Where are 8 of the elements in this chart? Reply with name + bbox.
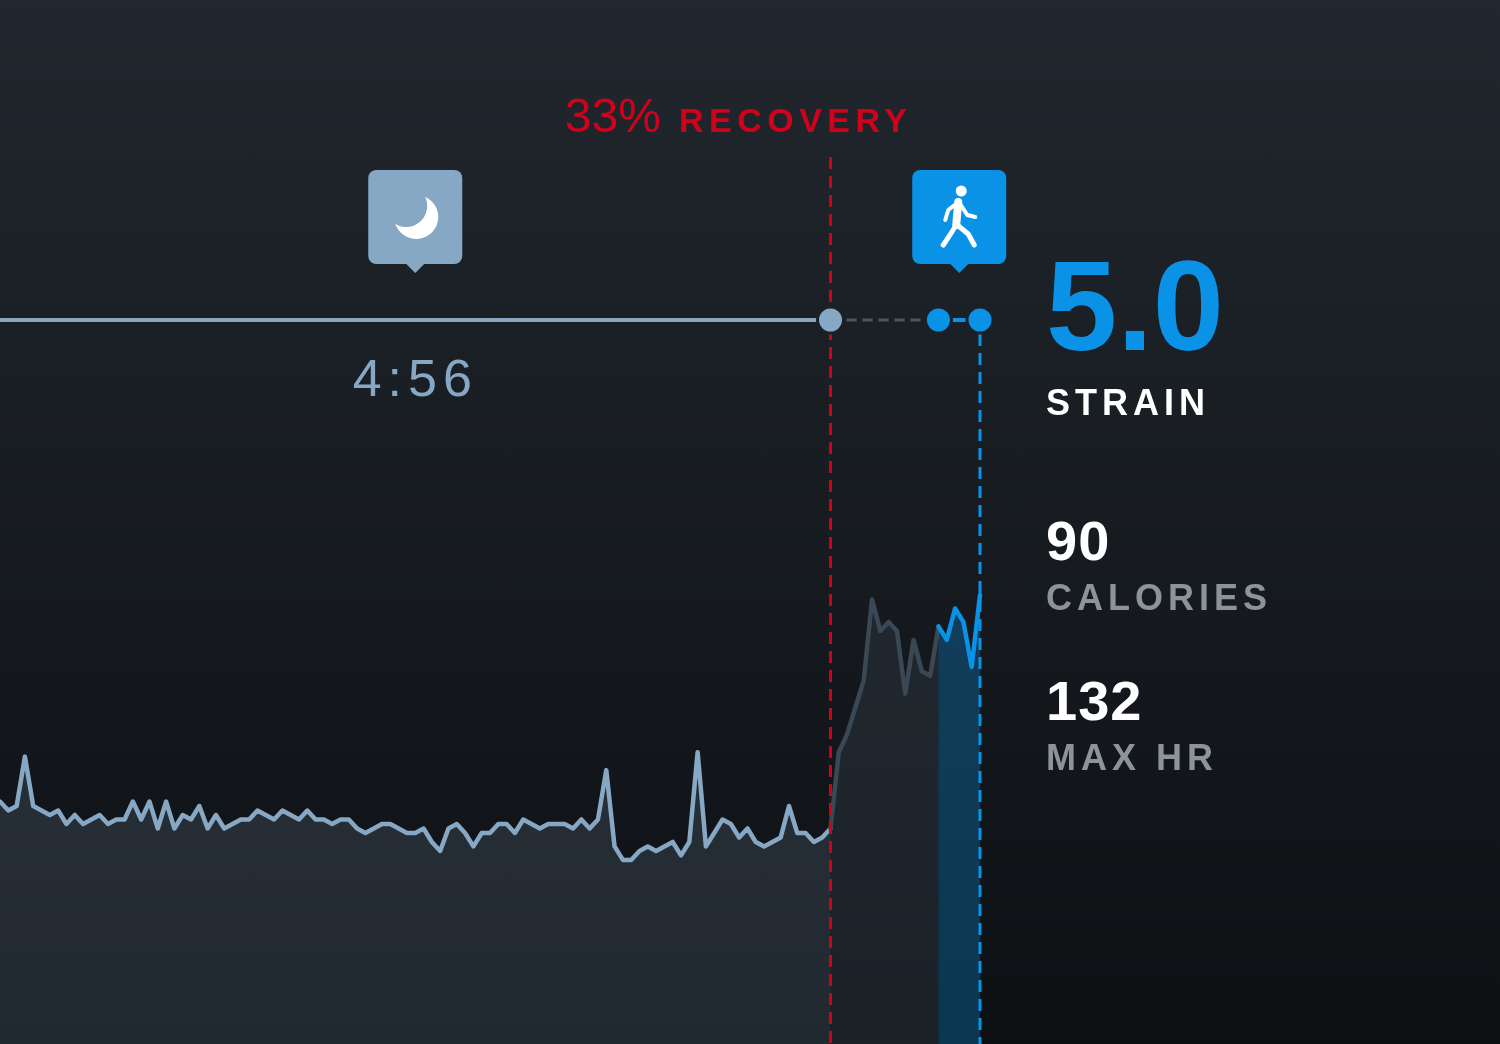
- text: 132: [1046, 669, 1143, 732]
- text: 4:56: [352, 349, 478, 407]
- text: MAX HR: [1046, 737, 1218, 778]
- text: CALORIES: [1046, 577, 1273, 618]
- text: 5.0: [1046, 234, 1224, 377]
- text: 33% RECOVERY: [564, 89, 913, 142]
- text: 90: [1046, 509, 1111, 572]
- text: STRAIN: [1046, 382, 1210, 423]
